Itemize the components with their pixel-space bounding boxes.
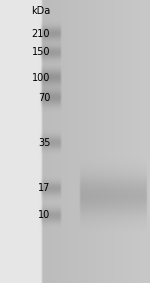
- Text: 17: 17: [38, 183, 50, 193]
- Text: 70: 70: [38, 93, 50, 103]
- Text: 35: 35: [38, 138, 50, 148]
- Text: 150: 150: [32, 47, 50, 57]
- Text: 100: 100: [32, 73, 50, 83]
- Text: 10: 10: [38, 210, 50, 220]
- Text: 210: 210: [32, 29, 50, 39]
- Text: kDa: kDa: [31, 6, 50, 16]
